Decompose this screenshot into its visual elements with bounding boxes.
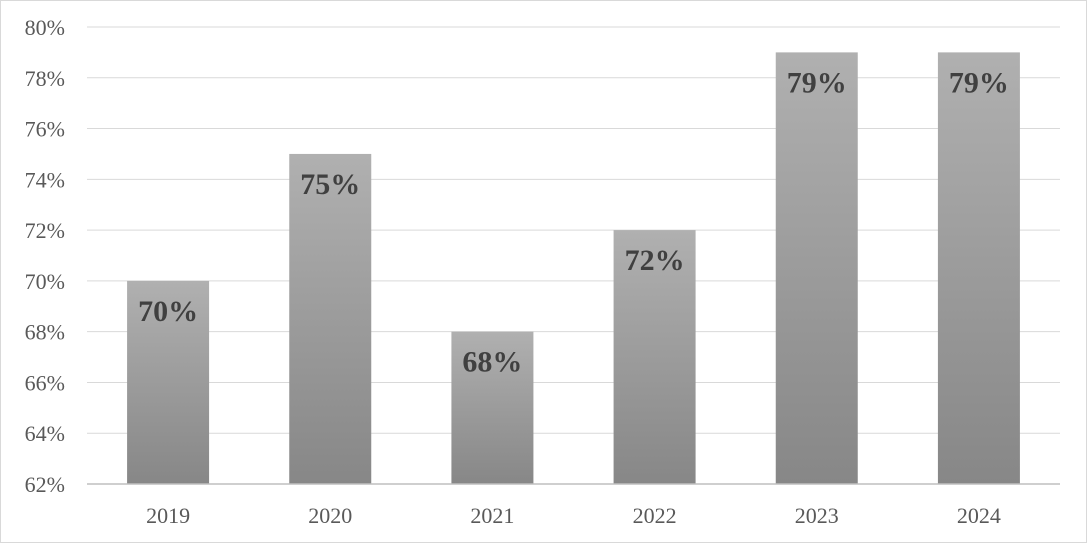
y-tick-label: 72% [25, 218, 65, 243]
bar-2023 [775, 52, 858, 485]
bar-2022 [613, 230, 696, 484]
y-tick-label: 64% [25, 421, 65, 446]
data-label-2022: 72% [625, 244, 685, 277]
y-tick-label: 68% [25, 320, 65, 345]
x-tick-label: 2021 [470, 503, 514, 528]
y-tick-label: 74% [25, 167, 65, 192]
bar-2021 [451, 331, 534, 484]
bar-2020 [289, 153, 372, 484]
y-tick-label: 66% [25, 370, 65, 395]
x-tick-label: 2023 [795, 503, 839, 528]
x-tick-label: 2024 [957, 503, 1001, 528]
y-tick-label: 76% [25, 117, 65, 142]
data-label-2019: 70% [138, 295, 198, 328]
y-tick-label: 70% [25, 269, 65, 294]
y-axis-ticks: 62% 64% 66% 68% 70% 72% 74% 76% 78% 80% [25, 15, 65, 497]
x-tick-label: 2020 [308, 503, 352, 528]
data-label-2024: 79% [949, 66, 1009, 99]
gridlines [87, 26, 1060, 434]
y-tick-label: 80% [25, 15, 65, 40]
bars [127, 52, 1020, 485]
bar-2024 [937, 52, 1020, 485]
y-tick-label: 78% [25, 66, 65, 91]
x-axis-ticks: 2019 2020 2021 2022 2023 2024 [146, 503, 1001, 528]
x-tick-label: 2019 [146, 503, 190, 528]
bar-2019 [127, 280, 210, 484]
x-tick-label: 2022 [633, 503, 677, 528]
data-labels: 70% 75% 68% 72% 79% 79% [138, 66, 1009, 378]
data-label-2020: 75% [300, 168, 360, 201]
data-label-2023: 79% [787, 66, 847, 99]
y-tick-label: 62% [25, 472, 65, 497]
data-label-2021: 68% [462, 346, 522, 379]
